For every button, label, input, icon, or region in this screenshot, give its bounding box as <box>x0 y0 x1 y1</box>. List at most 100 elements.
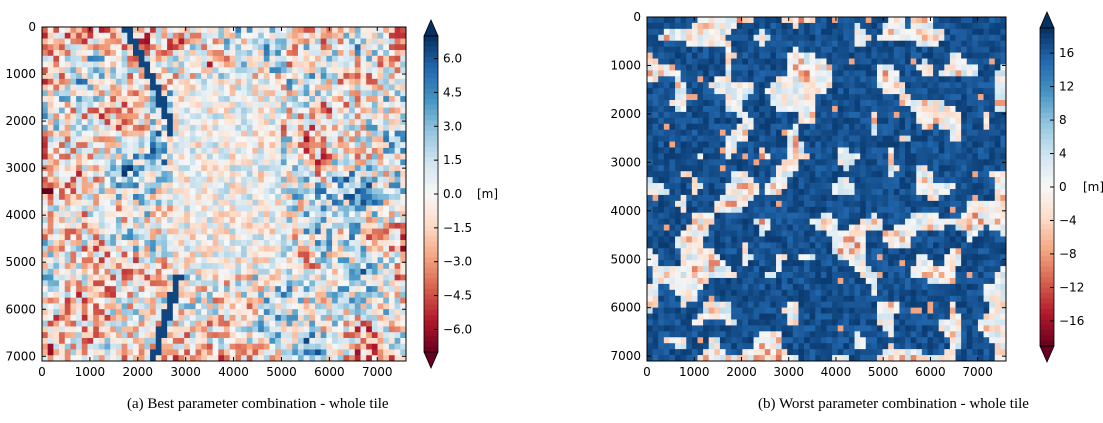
heatmap-cell <box>263 147 270 155</box>
heatmap-cell <box>994 34 1001 42</box>
heatmap-cell <box>691 40 698 47</box>
heatmap-cell <box>787 34 794 42</box>
heatmap-cell <box>731 82 738 89</box>
heatmap-cell <box>854 105 861 113</box>
heatmap-cell <box>809 111 816 119</box>
heatmap-cell <box>326 84 333 91</box>
heatmap-cell <box>172 309 179 316</box>
heatmap-cell <box>798 82 805 89</box>
heatmap-cell <box>309 297 316 304</box>
heatmap-cell <box>337 326 344 333</box>
heatmap-cell <box>167 222 174 229</box>
heatmap-cell <box>87 73 94 80</box>
heatmap-cell <box>161 228 168 235</box>
heatmap-cell <box>59 211 66 218</box>
heatmap-cell <box>201 355 208 362</box>
heatmap-cell <box>241 67 248 74</box>
heatmap-cell <box>927 52 934 59</box>
heatmap-cell <box>93 337 100 345</box>
heatmap-cell <box>280 240 287 247</box>
heatmap-cell <box>59 337 66 345</box>
heatmap-cell <box>64 343 71 350</box>
heatmap-cell <box>303 170 310 178</box>
heatmap-cell <box>189 124 196 132</box>
heatmap-cell <box>138 332 145 339</box>
heatmap-cell <box>400 194 407 201</box>
heatmap-cell <box>53 268 60 275</box>
heatmap-cell <box>360 153 367 160</box>
colorbar-segment <box>424 199 438 205</box>
heatmap-cell <box>983 88 990 95</box>
heatmap-cell <box>64 320 71 327</box>
heatmap-cell <box>121 136 128 143</box>
heatmap-cell <box>133 211 140 218</box>
heatmap-cell <box>59 263 66 270</box>
heatmap-cell <box>820 76 827 83</box>
heatmap-cell <box>921 22 928 30</box>
heatmap-cell <box>269 234 276 241</box>
heatmap-cell <box>115 38 122 45</box>
heatmap-cell <box>224 107 231 114</box>
heatmap-cell <box>349 119 356 126</box>
heatmap-cell <box>647 22 653 30</box>
heatmap-cell <box>53 240 60 247</box>
heatmap-cell <box>309 309 316 316</box>
heatmap-cell <box>876 117 883 125</box>
heatmap-cell <box>246 119 253 126</box>
heatmap-cell <box>184 297 191 304</box>
colorbar-segment <box>424 194 438 200</box>
heatmap-cell <box>246 263 253 270</box>
heatmap-cell <box>246 188 253 195</box>
heatmap-cell <box>905 82 911 89</box>
heatmap-cell <box>218 314 225 322</box>
heatmap-cell <box>309 176 316 183</box>
heatmap-cell <box>206 205 213 212</box>
heatmap-cell <box>725 58 732 65</box>
heatmap-cell <box>764 82 771 89</box>
heatmap-cell <box>155 263 162 270</box>
heatmap-cell <box>320 211 327 218</box>
heatmap-cell <box>263 234 270 241</box>
heatmap-cell <box>326 182 333 189</box>
heatmap-cell <box>377 343 384 350</box>
heatmap-cell <box>759 40 766 47</box>
heatmap-cell <box>280 291 287 299</box>
colorbar-segment <box>424 157 438 163</box>
heatmap-cell <box>53 153 60 160</box>
heatmap-cell <box>144 84 151 91</box>
heatmap-cell <box>150 50 157 57</box>
heatmap-cell <box>719 22 726 30</box>
heatmap-cell <box>98 50 105 57</box>
heatmap-cell <box>64 234 71 241</box>
heatmap-cell <box>212 84 219 91</box>
heatmap-cell <box>161 263 168 270</box>
heatmap-cell <box>337 84 344 91</box>
heatmap-cell <box>93 78 100 85</box>
heatmap-cell <box>343 263 350 270</box>
heatmap-cell <box>944 52 951 59</box>
heatmap-cell <box>366 73 373 80</box>
heatmap-cell <box>161 251 168 258</box>
heatmap-cell <box>770 117 777 125</box>
heatmap-cell <box>81 101 88 108</box>
heatmap-cell <box>360 211 367 218</box>
heatmap-cell <box>994 17 1001 24</box>
heatmap-cell <box>854 22 861 30</box>
heatmap-cell <box>972 76 979 83</box>
heatmap-cell <box>178 176 185 183</box>
heatmap-cell <box>292 217 299 224</box>
heatmap-cell <box>138 73 145 80</box>
heatmap-cell <box>843 70 850 77</box>
heatmap-cell <box>686 100 693 107</box>
heatmap-cell <box>258 159 265 166</box>
heatmap-cell <box>110 176 117 183</box>
heatmap-cell <box>246 314 253 322</box>
heatmap-cell <box>241 314 248 322</box>
heatmap-cell <box>93 234 100 241</box>
heatmap-cell <box>53 27 60 34</box>
heatmap-cell <box>309 268 316 275</box>
heatmap-cell <box>121 142 128 149</box>
heatmap-cell <box>354 205 361 212</box>
heatmap-cell <box>337 332 344 339</box>
heatmap-cell <box>697 100 704 107</box>
